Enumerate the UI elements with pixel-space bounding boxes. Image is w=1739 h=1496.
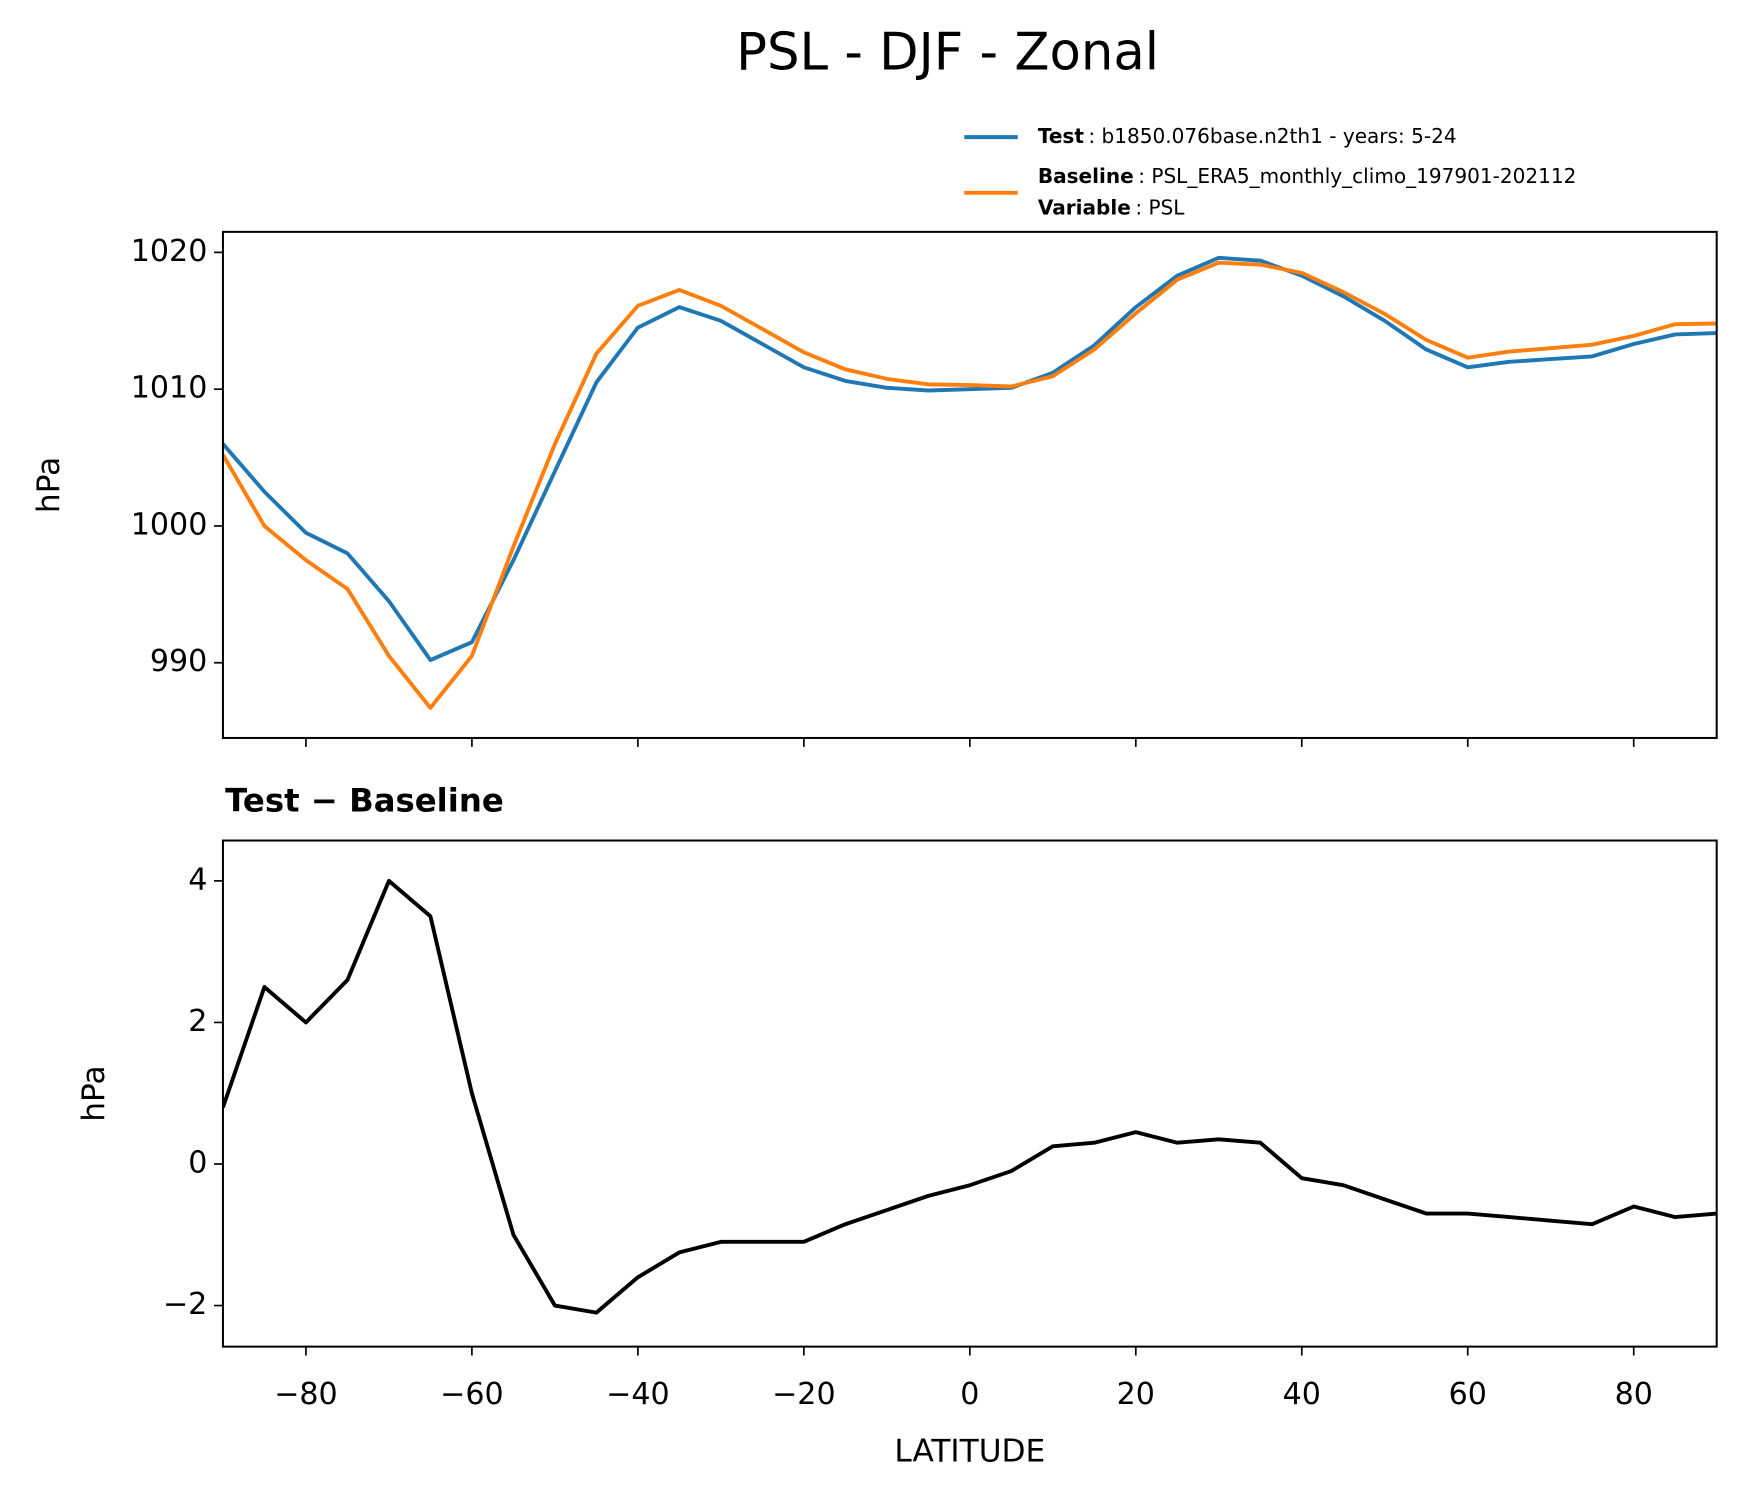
series-line [222, 878, 1717, 1315]
legend-name: Variable [1038, 195, 1131, 219]
axes-frame [221, 839, 1718, 1348]
legend-entry: Baseline: PSL_ERA5_monthly_climo_197901-… [1038, 164, 1577, 188]
legend-entry: Test: b1850.076base.n2th1 - years: 5-24 [1038, 124, 1457, 148]
x-tick-label: −20 [772, 1377, 835, 1412]
series-line [222, 255, 1717, 662]
x-tick-label: −80 [274, 1377, 337, 1412]
y-tick-label: 4 [188, 862, 207, 897]
y-tick-label: 2 [188, 1004, 207, 1039]
x-tick-label: 80 [1615, 1377, 1653, 1412]
y-tick-label: 0 [188, 1145, 207, 1180]
y-tick-label: −2 [163, 1287, 207, 1322]
legend-name: Baseline [1038, 164, 1134, 188]
y-tick-label: 1000 [131, 507, 208, 542]
x-tick-label: −40 [606, 1377, 669, 1412]
y-axis-label: hPa [31, 457, 67, 513]
legend-detail: : PSL_ERA5_monthly_climo_197901-202112 [1138, 164, 1576, 188]
x-tick-label: −60 [440, 1377, 503, 1412]
y-tick-label: 1010 [131, 371, 208, 406]
subplot-title: Test − Baseline [225, 782, 504, 820]
legend-name: Test [1038, 124, 1085, 148]
x-tick-label: 40 [1283, 1377, 1321, 1412]
legend-detail: : b1850.076base.n2th1 - years: 5-24 [1088, 124, 1456, 148]
legend-entry: Variable: PSL [1038, 195, 1185, 219]
chart-title: PSL - DJF - Zonal [736, 23, 1159, 83]
series-line [222, 260, 1717, 710]
x-tick-label: 20 [1117, 1377, 1155, 1412]
x-tick-label: 0 [960, 1377, 979, 1412]
legend-detail: : PSL [1135, 195, 1185, 219]
axes-frame [221, 230, 1718, 739]
x-tick-label: 60 [1449, 1377, 1487, 1412]
x-axis-label: LATITUDE [894, 1434, 1045, 1470]
y-axis-label: hPa [76, 1065, 112, 1121]
y-tick-label: 990 [150, 644, 207, 679]
y-tick-label: 1020 [131, 234, 208, 269]
